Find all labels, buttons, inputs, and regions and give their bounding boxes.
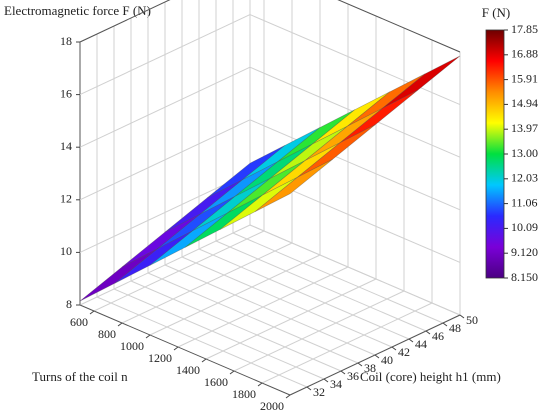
colorbar-tick-label: 15.91 xyxy=(511,71,538,85)
tick-mark xyxy=(89,310,95,315)
colorbar-tick-label: 9.120 xyxy=(511,245,538,259)
y-axis-label: Coil (core) height h1 (mm) xyxy=(360,369,501,384)
colorbar-tick-label: 12.03 xyxy=(511,171,538,185)
x-tick-label: 1800 xyxy=(232,387,256,401)
grid-line xyxy=(79,14,251,96)
z-tick-label: 10 xyxy=(60,244,72,258)
colorbar-tick-label: 8.150 xyxy=(511,270,538,284)
grid-line xyxy=(232,232,444,324)
grid-line xyxy=(147,272,359,364)
grid-line xyxy=(130,280,342,372)
y-tick-label: 36 xyxy=(347,369,359,383)
tick-mark xyxy=(459,314,465,319)
surface-patch xyxy=(347,73,426,127)
grid-line xyxy=(249,224,461,316)
tick-mark xyxy=(442,322,448,327)
x-tick-label: 1400 xyxy=(176,363,200,377)
y-tick-label: 44 xyxy=(415,337,427,351)
tick-mark xyxy=(408,338,414,343)
x-axis-label: Turns of the coil n xyxy=(32,369,128,384)
x-tick-label: 600 xyxy=(70,315,88,329)
grid-line xyxy=(79,224,251,306)
y-tick-label: 34 xyxy=(330,377,342,391)
colorbar-tick-label: 11.06 xyxy=(511,195,538,209)
z-tick-label: 12 xyxy=(60,192,72,206)
tick-mark xyxy=(374,354,380,359)
tick-mark xyxy=(285,394,291,399)
y-tick-label: 48 xyxy=(449,321,461,335)
grid-line xyxy=(79,171,251,253)
x-tick-label: 800 xyxy=(98,327,116,341)
colorbar-tick-label: 13.97 xyxy=(511,121,538,135)
tick-mark xyxy=(173,346,179,351)
tick-mark xyxy=(391,346,397,351)
colorbar-title: F (N) xyxy=(482,5,511,20)
surface-patch xyxy=(382,55,461,109)
colorbar-tick-label: 10.09 xyxy=(511,220,538,234)
grid-line xyxy=(215,240,427,332)
grid-line xyxy=(198,248,410,340)
x-tick-label: 2000 xyxy=(260,399,284,412)
x-tick-label: 1200 xyxy=(148,351,172,365)
colorbar-tick-label: 16.88 xyxy=(511,47,538,61)
surface-patch xyxy=(254,159,333,212)
z-tick-label: 18 xyxy=(60,34,72,48)
y-tick-label: 38 xyxy=(364,361,376,375)
grid-line xyxy=(113,288,325,380)
grid-line xyxy=(337,0,461,53)
z-tick-label: 8 xyxy=(66,297,72,311)
grid-line xyxy=(79,66,251,148)
tick-mark xyxy=(117,322,123,327)
y-tick-label: 46 xyxy=(432,329,444,343)
grid-line xyxy=(249,14,461,106)
tick-mark xyxy=(145,334,151,339)
x-tick-label: 1000 xyxy=(120,339,144,353)
grid-line xyxy=(164,264,376,356)
grid-line xyxy=(181,256,393,348)
axis-line xyxy=(79,304,291,396)
tick-mark xyxy=(425,330,431,335)
y-tick-label: 42 xyxy=(398,345,410,359)
tick-mark xyxy=(323,378,329,383)
tick-mark xyxy=(201,358,207,363)
tick-mark xyxy=(257,382,263,387)
z-tick-label: 16 xyxy=(60,86,72,100)
z-tick-label: 14 xyxy=(60,139,72,153)
tick-mark xyxy=(306,386,312,391)
grid-line xyxy=(249,119,461,211)
surface-patch xyxy=(79,248,158,302)
colorbar-tick-label: 17.85 xyxy=(511,22,538,36)
tick-mark xyxy=(340,370,346,375)
colorbar-tick-label: 13.00 xyxy=(511,146,538,160)
tick-mark xyxy=(229,370,235,375)
grid-line xyxy=(96,296,308,388)
axis-line xyxy=(337,0,461,53)
colorbar xyxy=(485,29,505,279)
y-tick-label: 32 xyxy=(313,385,325,399)
y-tick-label: 40 xyxy=(381,353,393,367)
grid-line xyxy=(79,119,251,201)
tick-mark xyxy=(357,362,363,367)
y-tick-label: 50 xyxy=(466,313,478,327)
x-tick-label: 1600 xyxy=(204,375,228,389)
axis-line xyxy=(79,0,171,43)
z-axis-label: Electromagnetic force F (N) xyxy=(4,3,151,18)
colorbar-tick-label: 14.94 xyxy=(511,96,538,110)
